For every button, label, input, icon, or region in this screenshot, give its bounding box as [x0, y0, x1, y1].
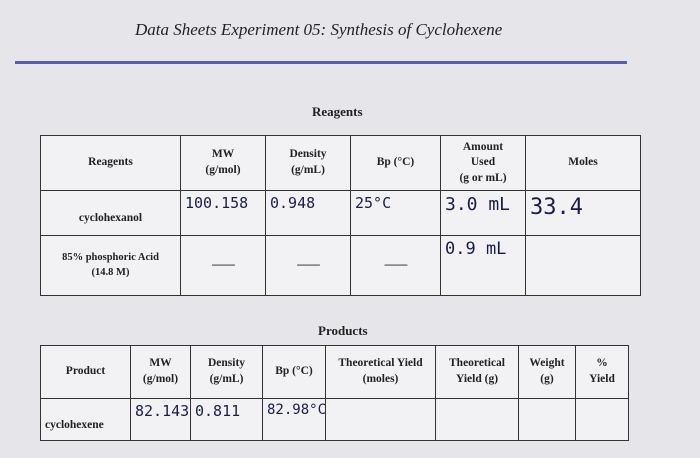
header-text: Yield (g)	[455, 373, 499, 385]
cell: 85% phosphoric Acid (14.8 M)	[40, 235, 181, 296]
cell: 100.158	[180, 190, 266, 236]
header-cell: Weight (g)	[518, 345, 576, 399]
cell	[325, 398, 436, 441]
cell: 0.811	[190, 398, 263, 441]
header-text: MW	[211, 148, 235, 161]
section-heading: Reagents	[312, 104, 363, 119]
header-cell: MW (g/mol)	[180, 135, 266, 191]
products-table: Product MW (g/mol) Density (g/mL) Bp (°C) …	[40, 345, 629, 441]
header-cell: Theoretical Yield (moles)	[325, 345, 436, 399]
header-cell: Density (g/mL)	[265, 135, 351, 191]
header-text: Moles	[568, 156, 598, 169]
divider	[15, 61, 627, 64]
header-cell: Moles	[525, 135, 641, 191]
header-cell: Bp (°C)	[350, 135, 441, 191]
header-text: (g/mL)	[291, 164, 325, 176]
header-text: Product	[65, 365, 106, 378]
cell: 0.9 mL	[440, 235, 526, 296]
header-text: Density	[289, 148, 327, 161]
cell: 25°C	[350, 190, 441, 236]
cell: cyclohexene	[40, 398, 131, 441]
header-text: (g)	[540, 373, 554, 385]
header-row: Product MW (g/mol) Density (g/mL) Bp (°C) …	[40, 345, 629, 399]
header-text: (g/mol)	[205, 164, 241, 176]
header-text: (g/mol)	[142, 373, 179, 385]
header-text: Amount	[462, 140, 504, 153]
header-cell: Amount Used (g or mL)	[440, 135, 526, 191]
header-text: Theoretical Yield	[338, 357, 423, 370]
header-cell: Reagents	[40, 135, 181, 191]
cell: 82.143	[130, 398, 191, 441]
cell: --------	[180, 235, 266, 296]
header-cell: Density (g/mL)	[190, 345, 263, 399]
section-heading: Products	[318, 323, 368, 338]
header-text: (moles)	[362, 373, 399, 385]
header-text: Bp (°C)	[376, 156, 415, 169]
header-cell: % Yield	[575, 345, 629, 399]
cell	[435, 398, 519, 441]
cell: 82.98°C	[262, 398, 326, 441]
header-cell: Product	[40, 345, 131, 399]
row: cyclohexene 82.143 0.811 82.98°C	[40, 398, 629, 441]
reagent-name: (14.8 M)	[91, 266, 130, 278]
header-text: Reagents	[88, 156, 133, 169]
cell: 33.4	[525, 190, 641, 236]
reagent-name: cyclohexanol	[78, 212, 143, 225]
header-text: Theoretical	[449, 357, 505, 370]
header-text: %	[596, 357, 608, 370]
header-text: Yield	[589, 373, 615, 385]
header-text: Bp (°C)	[275, 365, 313, 378]
header-text: Weight	[529, 357, 565, 370]
header-cell: Bp (°C)	[262, 345, 326, 399]
header-text: Density	[207, 357, 246, 370]
cell	[518, 398, 576, 441]
cell: --------	[265, 235, 351, 296]
reagent-name: 85% phosphoric Acid	[62, 252, 159, 264]
header-text: MW	[149, 357, 172, 370]
header-text: (g or mL)	[459, 171, 507, 184]
header-row: Reagents MW (g/mol) Density (g/mL) Bp (°C)…	[40, 135, 641, 191]
reagents-table: Reagents MW (g/mol) Density (g/mL) Bp (°C)…	[40, 135, 641, 296]
header-cell: Theoretical Yield (g)	[435, 345, 519, 399]
cell	[575, 398, 629, 441]
row: 85% phosphoric Acid (14.8 M) -------- ---…	[40, 235, 641, 296]
cell: cyclohexanol	[40, 190, 181, 236]
page-title: Data Sheets Experiment 05: Synthesis of …	[135, 20, 503, 39]
cell: 3.0 mL	[440, 190, 526, 236]
cell	[525, 235, 641, 296]
header-text: (g/mL)	[209, 373, 244, 385]
header-cell: MW (g/mol)	[130, 345, 191, 399]
header-text: Used	[470, 156, 496, 169]
cell: --------	[350, 235, 441, 296]
cell: 0.948	[265, 190, 351, 236]
row: cyclohexanol 100.158 0.948 25°C 3.0 mL 3…	[40, 190, 641, 236]
